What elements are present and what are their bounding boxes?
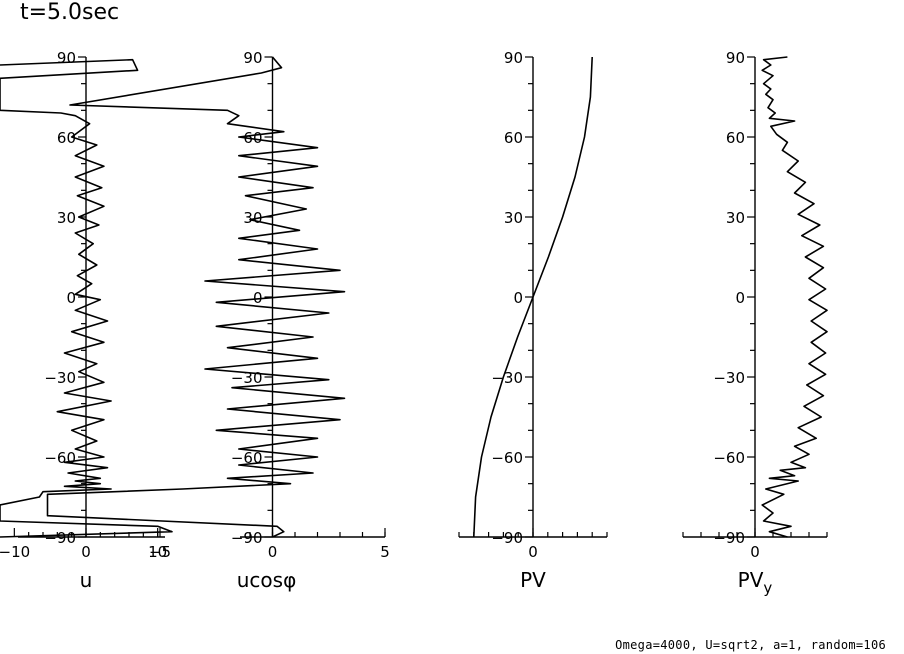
x-axis-label: u	[80, 568, 93, 592]
y-tick-label: 30	[504, 209, 523, 227]
y-tick-label: 90	[243, 49, 262, 67]
y-tick-label: 0	[513, 289, 523, 307]
y-tick-label: −60	[44, 449, 76, 467]
subscript: y	[763, 579, 772, 597]
y-tick-label: −90	[713, 529, 745, 547]
y-tick-label: −60	[713, 449, 745, 467]
y-tick-label: 60	[243, 129, 262, 147]
y-tick-label: 90	[57, 49, 76, 67]
y-tick-label: −30	[44, 369, 76, 387]
y-tick-label: 0	[253, 289, 263, 307]
x-axis-label: ucosφ	[237, 568, 297, 592]
x-axis-label: PVy	[738, 568, 773, 597]
parameter-caption: Omega=4000, U=sqrt2, a=1, random=106	[615, 638, 886, 652]
y-tick-label: 30	[243, 209, 262, 227]
y-tick-label: 60	[504, 129, 523, 147]
y-tick-label: −90	[491, 529, 523, 547]
series-line-u	[0, 58, 173, 538]
y-tick-label: 0	[735, 289, 745, 307]
y-tick-label: 30	[726, 209, 745, 227]
panel-2: −90 −60 −30 0 30 60 90 −5 0 5 ucosφ	[46, 49, 390, 592]
x-tick-label: 0	[268, 543, 278, 561]
panel-4: −90 −60 −30 0 30 60 90 0 PVy	[682, 49, 828, 597]
panel-3: −90 −60 −30 0 30 60 90 0 PV	[458, 49, 608, 592]
x-tick-label: 5	[380, 543, 390, 561]
y-tick-label: 60	[57, 129, 76, 147]
x-tick-label: 0	[750, 543, 760, 561]
y-tick-label: −30	[713, 369, 745, 387]
x-tick-label: 0	[81, 543, 91, 561]
y-tick-label: 0	[66, 289, 76, 307]
series-line-pvy	[761, 56, 828, 538]
y-tick-label: −60	[491, 449, 523, 467]
y-tick-label: 90	[726, 49, 745, 67]
y-tick-label: −30	[491, 369, 523, 387]
x-tick-label: −5	[149, 543, 171, 561]
x-tick-label: −10	[0, 543, 30, 561]
x-axis-label: PV	[520, 568, 546, 592]
x-tick-label: 0	[528, 543, 538, 561]
panel-1: −90 −60 −30 0 30 60 90 −10 0 10 u	[0, 49, 173, 592]
x-tick-label: 10	[148, 543, 167, 561]
y-tick-label: −90	[231, 529, 263, 547]
chart-title: t=5.0sec	[20, 0, 120, 25]
y-tick-label: 30	[57, 209, 76, 227]
y-tick-label: 90	[504, 49, 523, 67]
series-line-ucos	[46, 56, 346, 538]
y-tick-label: −60	[231, 449, 263, 467]
y-tick-label: 60	[726, 129, 745, 147]
series-line-pv	[473, 56, 593, 538]
y-tick-label: −90	[44, 529, 76, 547]
